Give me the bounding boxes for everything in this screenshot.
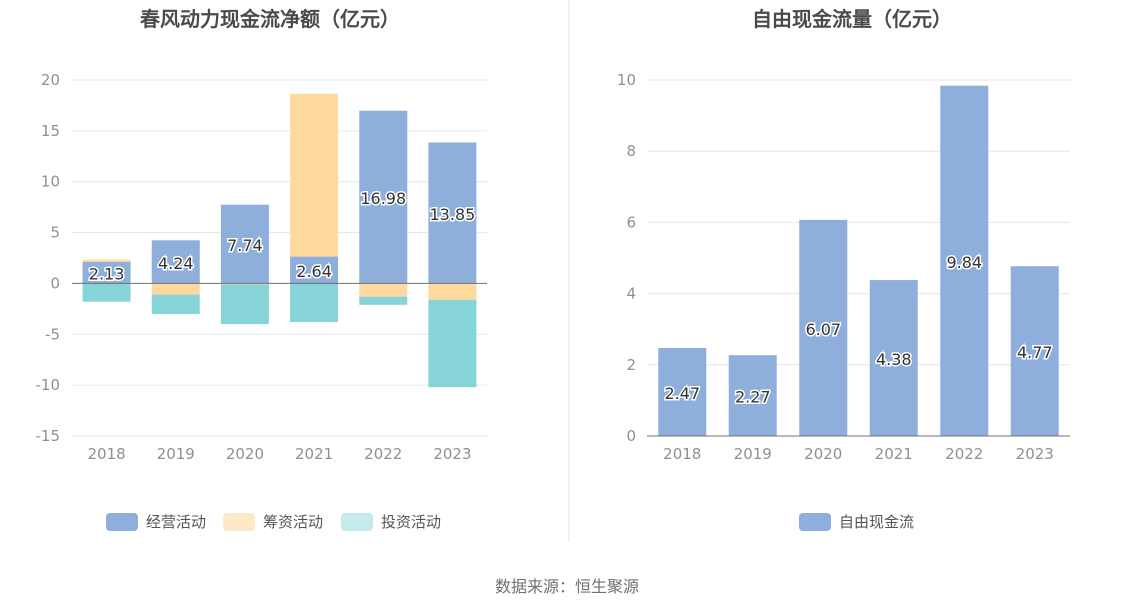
bar-investing-2021[interactable] <box>290 283 339 323</box>
left-x-tick-label: 2023 <box>433 445 471 463</box>
data-label-free-cashflow-2023: 4.77 <box>1017 343 1053 362</box>
right-bars <box>647 85 1070 437</box>
left-y-tick-label: 10 <box>41 173 60 191</box>
left-x-tick-label: 2019 <box>157 445 195 463</box>
bar-free-cashflow-2020[interactable] <box>799 219 848 436</box>
right-y-tick-label: 6 <box>626 213 636 231</box>
data-label-operating-2021: 2.64 <box>296 262 332 281</box>
left-y-tick-label: 0 <box>50 274 60 292</box>
legend-swatch-financing[interactable] <box>223 513 255 531</box>
legend-label-investing[interactable]: 投资活动 <box>381 513 441 531</box>
left-y-tick-label: -5 <box>45 325 60 343</box>
right-x-tick-label: 2023 <box>1016 445 1054 463</box>
data-source-note: 数据来源：恒生聚源 <box>495 577 639 596</box>
data-label-operating-2023: 13.85 <box>430 205 476 224</box>
bar-free-cashflow-2021[interactable] <box>869 280 918 436</box>
left-gridlines <box>72 79 487 437</box>
legend-label-financing[interactable]: 筹资活动 <box>263 513 323 531</box>
left-x-tick-label: 2021 <box>295 445 333 463</box>
bar-free-cashflow-2019[interactable] <box>728 355 777 436</box>
right-chart-title: 自由现金流量（亿元） <box>752 7 952 31</box>
bar-operating-2019[interactable] <box>151 240 200 284</box>
bar-investing-2022[interactable] <box>359 296 408 305</box>
right-x-tick-label: 2018 <box>663 445 701 463</box>
legend-label-operating[interactable]: 经营活动 <box>146 513 206 531</box>
data-label-operating-2020: 7.74 <box>227 236 263 255</box>
bar-financing-2019[interactable] <box>151 283 200 295</box>
left-y-tick-label: 15 <box>41 122 60 140</box>
data-label-free-cashflow-2018: 2.47 <box>664 384 700 403</box>
left-data-labels: 2.13 4.24 7.74 2.64 16.98 13.85 <box>87 188 477 286</box>
bar-free-cashflow-2023[interactable] <box>1010 266 1059 436</box>
bar-financing-2021[interactable] <box>290 93 339 257</box>
right-data-labels: 2.47 2.27 6.07 4.38 9.84 4.77 <box>663 251 1054 408</box>
data-label-free-cashflow-2022: 9.84 <box>946 253 982 272</box>
bar-financing-2022[interactable] <box>359 283 408 297</box>
net-cashflow-chart: 春风动力现金流净额（亿元） 2.13 4.24 7.74 2.64 16.98 13.85… <box>36 7 487 531</box>
bar-free-cashflow-2022[interactable] <box>940 85 989 437</box>
legend-swatch-investing[interactable] <box>341 513 373 531</box>
left-x-tick-label: 2022 <box>364 445 402 463</box>
bar-operating-2022[interactable] <box>359 110 408 284</box>
right-y-ticks: 10 8 6 4 2 0 <box>617 71 636 445</box>
data-label-free-cashflow-2020: 6.07 <box>805 320 841 339</box>
bar-investing-2019[interactable] <box>151 294 200 314</box>
bar-financing-2020[interactable] <box>220 283 269 285</box>
right-y-tick-label: 4 <box>626 285 636 303</box>
left-x-tick-label: 2018 <box>87 445 125 463</box>
right-x-tick-label: 2022 <box>945 445 983 463</box>
left-chart-title: 春风动力现金流净额（亿元） <box>139 7 400 31</box>
right-gridlines <box>647 79 1070 366</box>
right-x-tick-label: 2021 <box>875 445 913 463</box>
left-x-ticks: 2018 2019 2020 2021 2022 2023 <box>87 445 471 463</box>
free-cashflow-chart: 自由现金流量（亿元） 2.47 2.27 6.07 4.38 9.84 4.77 10 8 6… <box>617 7 1070 531</box>
left-y-tick-label: 20 <box>41 71 60 89</box>
right-y-tick-label: 8 <box>626 142 636 160</box>
bar-investing-2018[interactable] <box>82 283 131 302</box>
right-legend[interactable]: 自由现金流 <box>799 513 914 531</box>
left-y-tick-label: 5 <box>50 224 60 242</box>
data-label-free-cashflow-2021: 4.38 <box>876 350 912 369</box>
right-x-tick-label: 2019 <box>734 445 772 463</box>
data-label-operating-2018: 2.13 <box>89 265 125 284</box>
left-y-ticks: 20 15 10 5 0 -5 -10 -15 <box>36 71 61 445</box>
bar-investing-2023[interactable] <box>428 299 477 388</box>
right-x-ticks: 2018 2019 2020 2021 2022 2023 <box>663 445 1054 463</box>
right-y-tick-label: 0 <box>626 427 636 445</box>
right-x-tick-label: 2020 <box>804 445 842 463</box>
bar-investing-2020[interactable] <box>220 284 269 325</box>
data-label-operating-2019: 4.24 <box>158 254 194 273</box>
bar-operating-2023[interactable] <box>428 142 477 284</box>
bar-operating-2020[interactable] <box>220 204 269 284</box>
legend-label-free-cashflow[interactable]: 自由现金流 <box>839 513 914 531</box>
left-legend[interactable]: 经营活动 筹资活动 投资活动 <box>106 513 441 531</box>
left-x-tick-label: 2020 <box>226 445 264 463</box>
data-label-operating-2022: 16.98 <box>360 189 406 208</box>
bar-operating-2018[interactable] <box>82 261 131 284</box>
right-y-tick-label: 10 <box>617 71 636 89</box>
left-bars <box>72 93 487 388</box>
legend-swatch-operating[interactable] <box>106 513 138 531</box>
bar-financing-2018[interactable] <box>82 259 131 262</box>
bar-operating-2021[interactable] <box>290 256 339 284</box>
left-y-tick-label: -10 <box>36 376 61 394</box>
right-y-tick-label: 2 <box>626 356 636 374</box>
left-y-tick-label: -15 <box>36 427 61 445</box>
data-label-free-cashflow-2019: 2.27 <box>735 388 771 407</box>
bar-financing-2023[interactable] <box>428 283 477 300</box>
legend-swatch-free-cashflow[interactable] <box>799 513 831 531</box>
bar-free-cashflow-2018[interactable] <box>658 348 707 436</box>
